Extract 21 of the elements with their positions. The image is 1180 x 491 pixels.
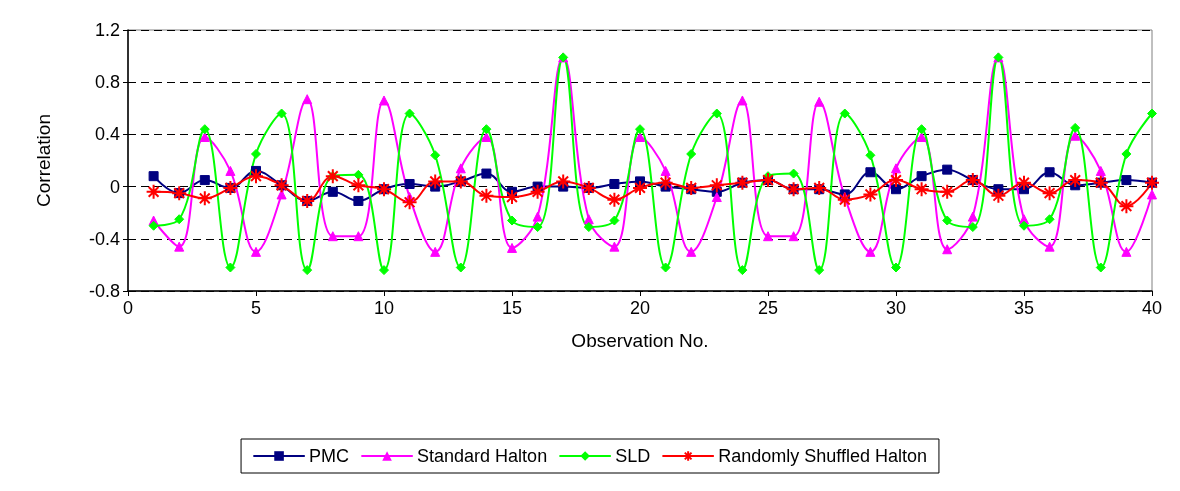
y-tick-label: 1.2	[94, 20, 120, 40]
x-tick-label: 30	[885, 298, 907, 318]
x-tick-label: 5	[250, 298, 262, 318]
y-tick-label: 0.4	[94, 124, 120, 145]
x-tick-label: 40	[1141, 298, 1163, 318]
x-tick-label: 20	[629, 298, 651, 318]
x-axis-title: Observation No.	[571, 330, 709, 351]
x-tick-label: 0	[122, 298, 134, 318]
legend-label: Standard Halton	[417, 446, 548, 466]
legend-label: Randomly Shuffled Halton	[718, 446, 927, 466]
y-tick-label: -0.4	[88, 228, 120, 249]
y-tick-label: 0.8	[94, 72, 120, 93]
legend-label: SLD	[615, 446, 651, 466]
y-tick-label: -0.8	[88, 281, 120, 301]
x-tick-label: 10	[373, 298, 395, 318]
legend-label: PMC	[309, 446, 350, 466]
x-tick-label: 25	[757, 298, 779, 318]
y-axis-title: Correlation	[33, 114, 54, 207]
x-tick-label: 15	[501, 298, 523, 318]
x-tick-label: 35	[1013, 298, 1035, 318]
y-tick-label: 0	[109, 176, 120, 197]
